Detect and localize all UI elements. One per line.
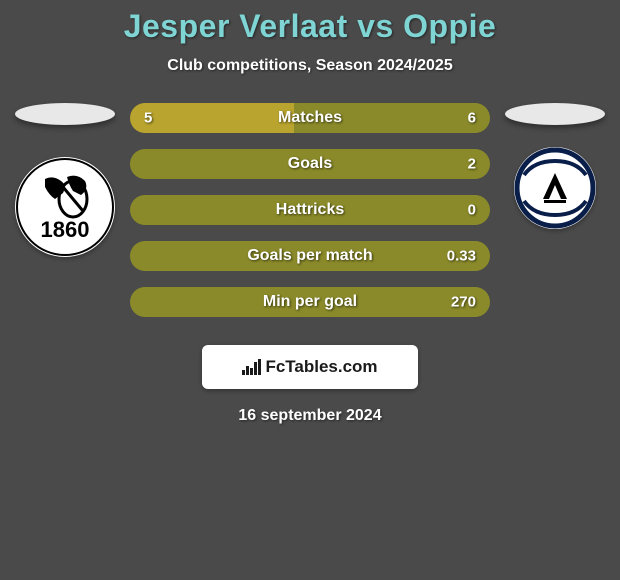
bar-label: Matches bbox=[278, 109, 342, 127]
page-subtitle: Club competitions, Season 2024/2025 bbox=[0, 57, 620, 75]
bar-right-value: 0.33 bbox=[447, 248, 476, 265]
svg-text:1860: 1860 bbox=[41, 217, 90, 242]
stat-bar: Goals per match 0.33 bbox=[130, 241, 490, 271]
bar-right-value: 6 bbox=[468, 110, 476, 127]
brand-logo-text: FcTables.com bbox=[242, 357, 377, 377]
chart-bars-icon bbox=[242, 359, 261, 375]
stat-bar: Matches 5 6 bbox=[130, 103, 490, 133]
left-player-column: 1860 bbox=[10, 103, 120, 257]
header: Jesper Verlaat vs Oppie Club competition… bbox=[0, 0, 620, 75]
bar-label: Min per goal bbox=[263, 293, 357, 311]
stat-bar: Min per goal 270 bbox=[130, 287, 490, 317]
brand-name: FcTables.com bbox=[265, 357, 377, 377]
bar-left-segment bbox=[130, 103, 294, 133]
right-flag-placeholder bbox=[505, 103, 605, 125]
right-club-crest bbox=[514, 147, 596, 229]
crest-1860-icon: 1860 bbox=[15, 157, 115, 257]
brand-logo[interactable]: FcTables.com bbox=[202, 345, 418, 389]
page-title: Jesper Verlaat vs Oppie bbox=[0, 8, 620, 45]
bar-label: Goals per match bbox=[247, 247, 372, 265]
left-club-crest: 1860 bbox=[15, 157, 115, 257]
bar-label: Goals bbox=[288, 155, 332, 173]
bar-left-value: 5 bbox=[144, 110, 152, 127]
right-player-column bbox=[500, 103, 610, 229]
stat-bar: Hattricks 0 bbox=[130, 195, 490, 225]
date-label: 16 september 2024 bbox=[0, 407, 620, 425]
left-flag-placeholder bbox=[15, 103, 115, 125]
crest-arminia-icon bbox=[514, 147, 596, 229]
stat-bars: Matches 5 6 Goals 2 Hattricks 0 Goals per match… bbox=[120, 103, 500, 333]
bar-right-value: 270 bbox=[451, 294, 476, 311]
bar-right-value: 0 bbox=[468, 202, 476, 219]
comparison-content: 1860 Matches 5 6 Goals 2 Hattricks 0 Goals per … bbox=[0, 103, 620, 333]
bar-label: Hattricks bbox=[276, 201, 344, 219]
bar-right-value: 2 bbox=[468, 156, 476, 173]
stat-bar: Goals 2 bbox=[130, 149, 490, 179]
